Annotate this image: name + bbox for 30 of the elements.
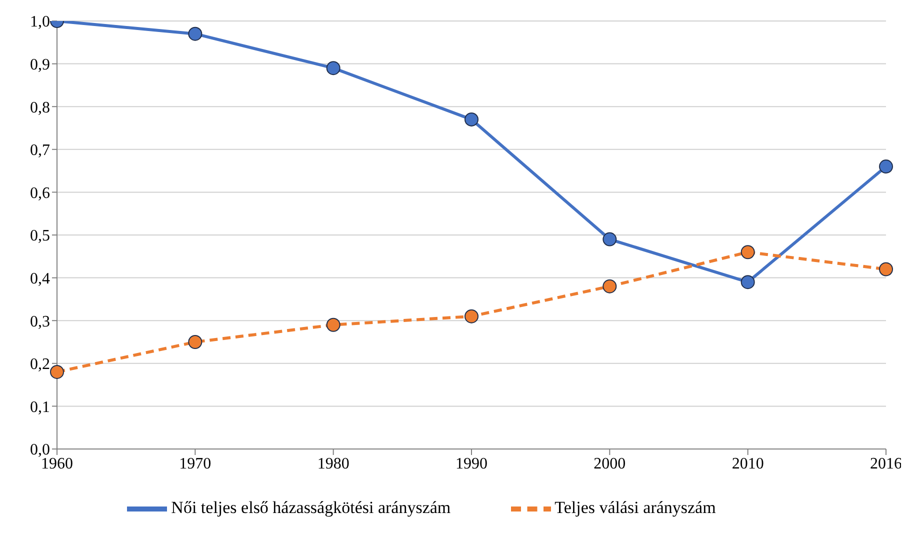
x-tick-label: 1980 [317, 455, 350, 472]
x-tick-label: 2000 [594, 455, 626, 472]
legend-label: Teljes válási arányszám [554, 498, 716, 517]
x-tick-label: 1990 [456, 455, 488, 472]
x-tick-label: 1970 [179, 455, 212, 472]
point [464, 309, 478, 324]
point [326, 61, 340, 76]
point [326, 318, 340, 332]
y-tick-label: 0,5 [30, 228, 50, 245]
point [188, 26, 202, 41]
legend-label: Női teljes első házasságkötési arányszám [171, 498, 451, 517]
point [879, 262, 893, 276]
y-tick-label: 0,2 [30, 356, 50, 374]
point [740, 245, 755, 260]
point [50, 364, 64, 379]
y-tick-label: 0,7 [30, 142, 50, 160]
y-tick-label: 0,4 [30, 270, 50, 288]
y-tick-label: 1,0 [30, 14, 50, 31]
y-tick-label: 0,8 [30, 99, 50, 116]
y-tick-label: 0,9 [30, 56, 50, 74]
point [879, 160, 893, 174]
point [740, 275, 755, 290]
y-tick-label: 0,6 [30, 184, 50, 202]
point [188, 335, 202, 349]
y-tick-label: 0,1 [30, 398, 50, 416]
x-tick-label: 2010 [732, 455, 764, 472]
y-tick-label: 0,3 [30, 313, 50, 330]
point [464, 112, 478, 126]
point [602, 279, 617, 294]
point [602, 232, 617, 246]
